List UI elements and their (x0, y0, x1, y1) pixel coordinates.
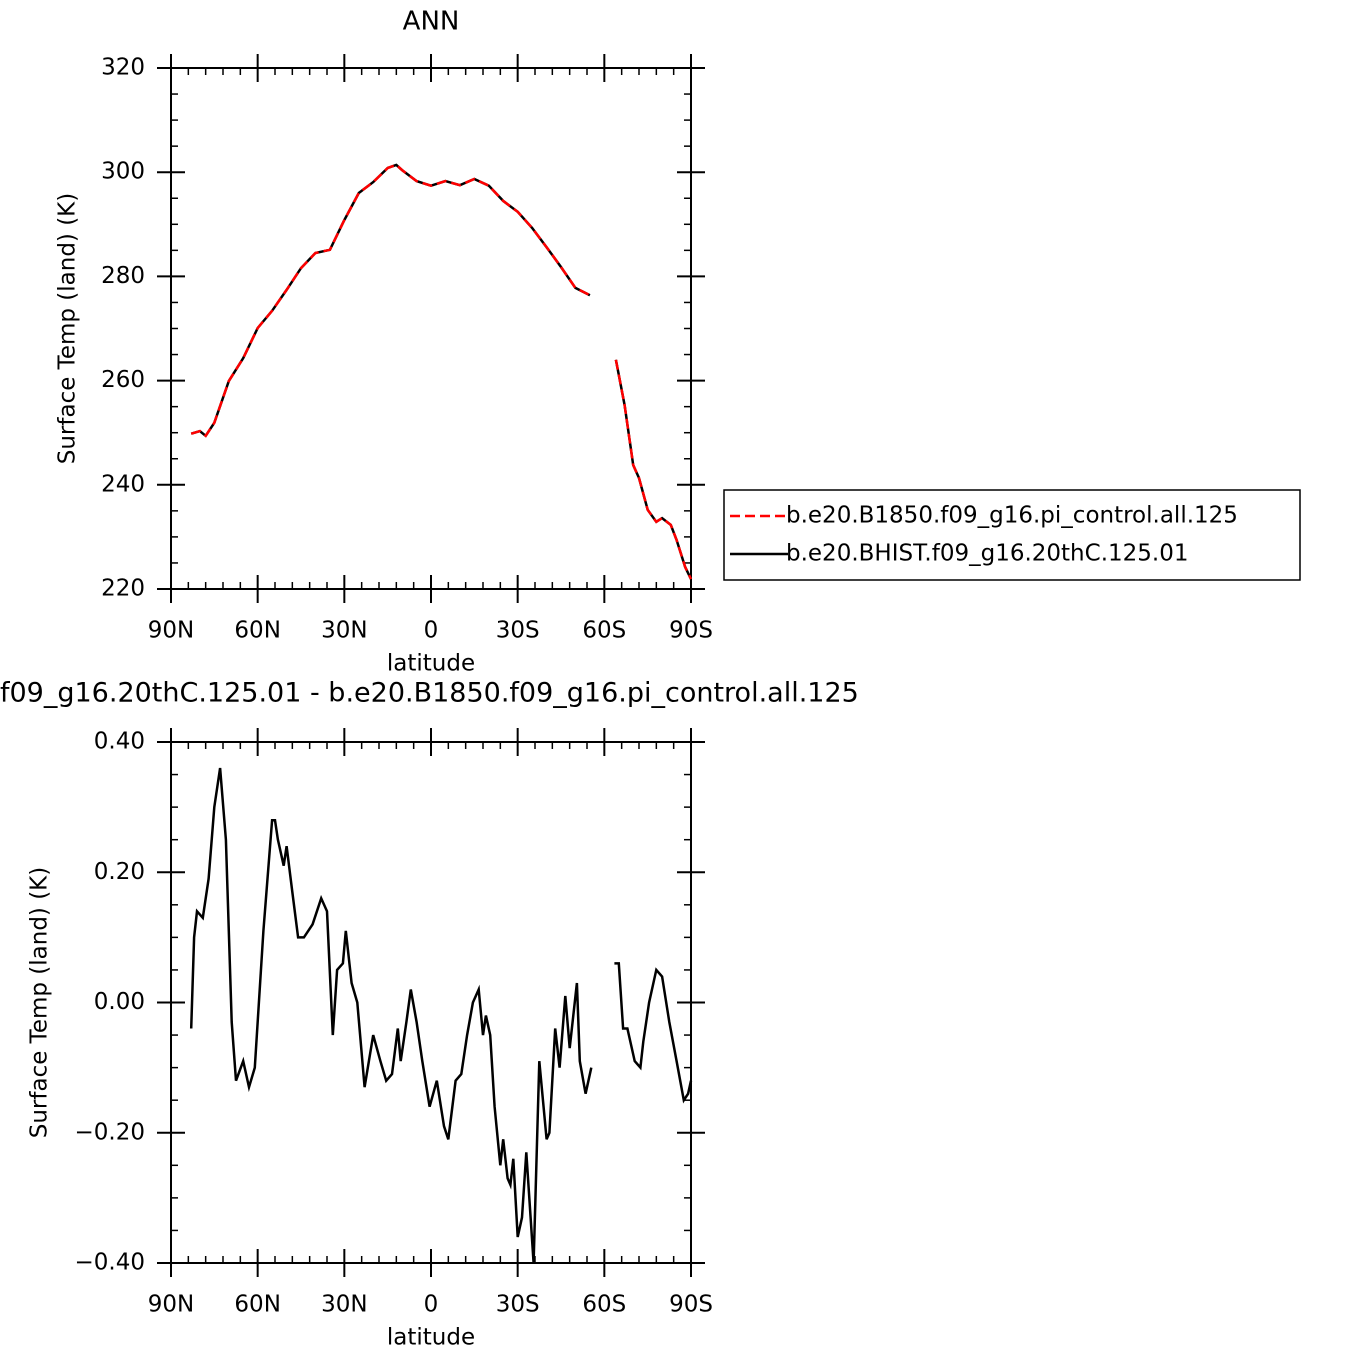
x-tick-label: 30S (496, 618, 540, 644)
y-tick-label: −0.20 (75, 1119, 145, 1145)
x-axis-label: latitude (387, 651, 475, 677)
x-tick-label: 0 (424, 618, 439, 644)
x-tick-label: 60N (234, 618, 280, 644)
y-tick-label: 320 (101, 55, 145, 81)
y-tick-label: 280 (101, 263, 145, 289)
x-axis-label: latitude (387, 1325, 475, 1351)
y-tick-label: 0.00 (94, 989, 145, 1015)
x-tick-label: 60S (582, 618, 626, 644)
x-tick-label: 30N (321, 1292, 367, 1318)
data-line (189, 767, 693, 1264)
x-tick-label: 30N (321, 618, 367, 644)
x-tick-label: 0 (424, 1292, 439, 1318)
x-tick-label: 60N (234, 1292, 280, 1318)
y-tick-label: 220 (101, 576, 145, 602)
data-line (190, 163, 693, 580)
chart-title: f09_g16.20thC.125.01 - b.e20.B1850.f09_g… (0, 678, 859, 709)
y-tick-label: −0.40 (75, 1250, 145, 1276)
legend-label: b.e20.B1850.f09_g16.pi_control.all.125 (786, 503, 1238, 529)
y-axis-label: Surface Temp (land) (K) (55, 193, 81, 465)
data-line (190, 163, 693, 580)
x-tick-label: 60S (582, 1292, 626, 1318)
legend-label: b.e20.BHIST.f09_g16.20thC.125.01 (786, 541, 1188, 567)
x-tick-label: 90N (148, 1292, 194, 1318)
x-tick-label: 90S (669, 1292, 713, 1318)
y-tick-label: 240 (101, 471, 145, 497)
y-axis-label: Surface Temp (land) (K) (27, 867, 53, 1139)
chart-title: ANN (403, 7, 460, 37)
legend-box (723, 489, 1301, 581)
plot-frame (170, 67, 692, 590)
x-tick-label: 30S (496, 1292, 540, 1318)
y-tick-label: 0.40 (94, 729, 145, 755)
y-tick-label: 0.20 (94, 859, 145, 885)
x-tick-label: 90S (669, 618, 713, 644)
x-tick-label: 90N (148, 618, 194, 644)
plot-frame (170, 741, 692, 1264)
y-tick-label: 300 (101, 159, 145, 185)
y-tick-label: 260 (101, 367, 145, 393)
